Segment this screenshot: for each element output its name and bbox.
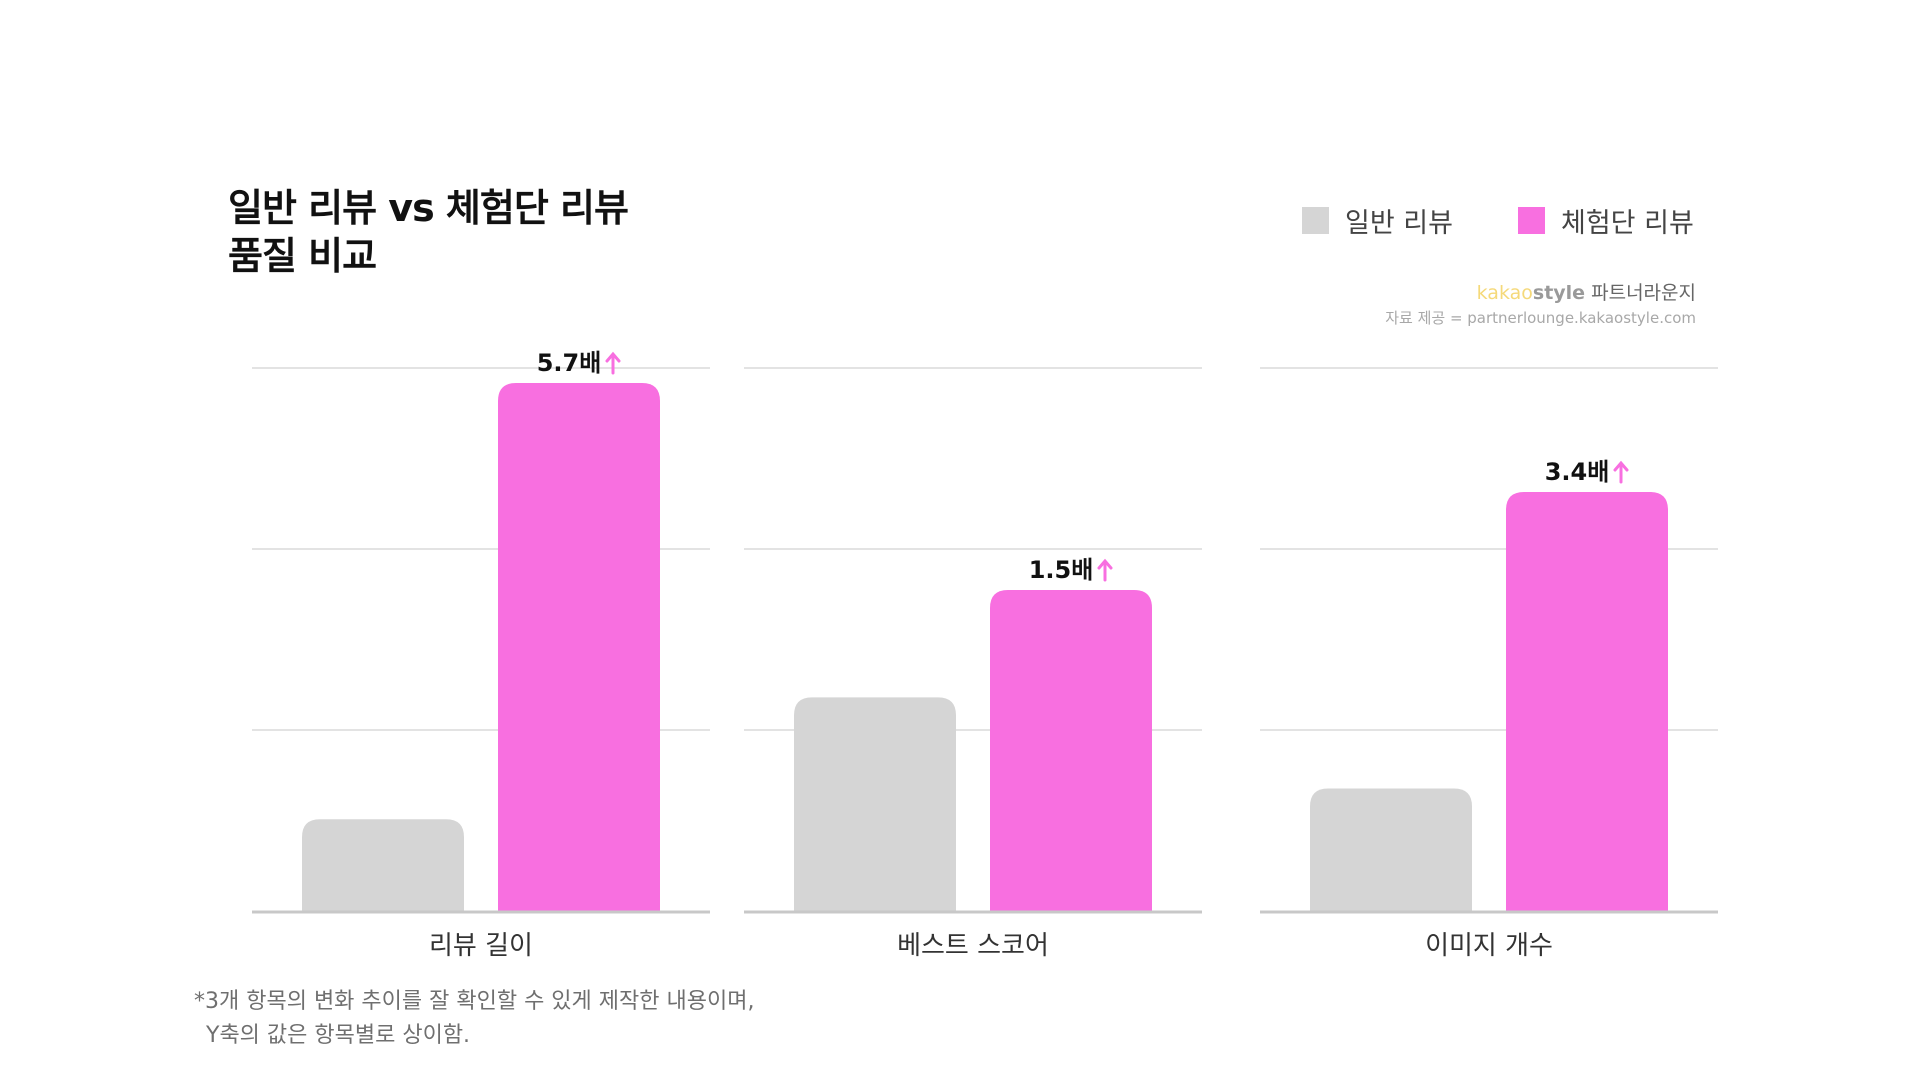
brand-style: style: [1532, 282, 1586, 304]
brand-suffix: 파트너라운지: [1585, 282, 1696, 304]
bar-best-score-regular: [794, 697, 956, 912]
up-arrow-icon: [605, 351, 621, 375]
bar-review-length-regular: [302, 819, 464, 912]
bar-best-score-experience: [990, 590, 1152, 912]
category-label-image-count: 이미지 개수: [1425, 931, 1553, 961]
legend-label-regular: 일반 리뷰: [1345, 207, 1453, 239]
category-label-review-length: 리뷰 길이: [429, 931, 533, 961]
chart-title: 일반 리뷰 vs 체험단 리뷰 품질 비교: [228, 186, 629, 278]
data-label-best-score: 1.5배: [1029, 556, 1094, 584]
brand-logo: kakaostyle 파트너라운지: [1477, 278, 1696, 305]
bar-image-count-regular: [1310, 788, 1472, 912]
up-arrow-icon: [1613, 460, 1629, 484]
legend-swatch-experience: [1518, 206, 1545, 234]
footnote-line-1: *3개 항목의 변화 추이를 잘 확인할 수 있게 제작한 내용이며,: [194, 989, 755, 1014]
data-label-review-length: 5.7배: [537, 349, 602, 377]
footnote-line-2: Y축의 값은 항목별로 상이함.: [206, 1023, 471, 1048]
source-credit: 자료 제공 = partnerlounge.kakaostyle.com: [1385, 309, 1696, 327]
category-label-best-score: 베스트 스코어: [897, 931, 1049, 961]
brand-kakao: kakao: [1476, 282, 1533, 304]
legend-item-experience: 체험단 리뷰: [1518, 200, 1694, 240]
bar-review-length-experience: [498, 383, 660, 912]
legend-swatch-regular: [1302, 206, 1329, 234]
legend-item-regular: 일반 리뷰: [1302, 200, 1453, 240]
data-label-image-count: 3.4배: [1545, 458, 1610, 486]
up-arrow-icon: [1097, 558, 1113, 582]
legend-label-experience: 체험단 리뷰: [1561, 207, 1694, 239]
bar-image-count-experience: [1506, 492, 1668, 912]
footnote: *3개 항목의 변화 추이를 잘 확인할 수 있게 제작한 내용이며, Y축의 …: [194, 985, 754, 1053]
